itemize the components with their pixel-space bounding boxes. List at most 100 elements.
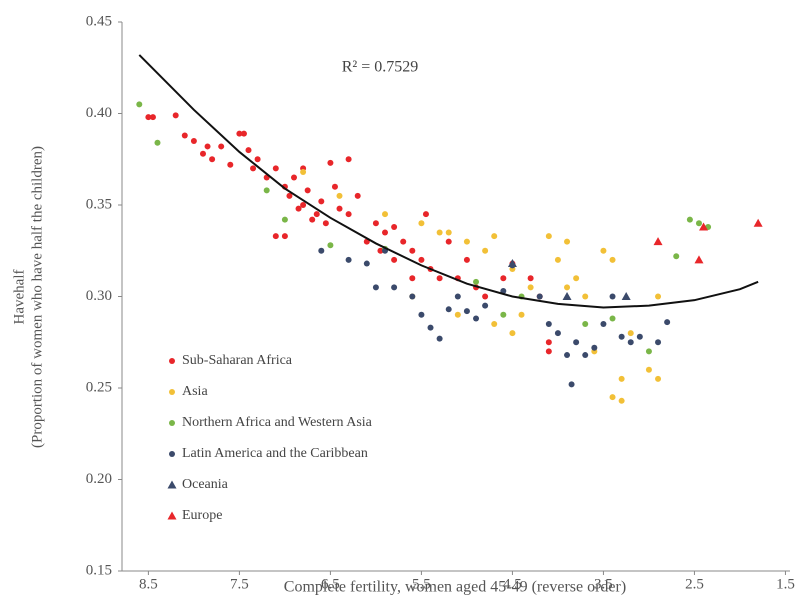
y-tick-label: 0.40 (86, 105, 112, 121)
data-point (345, 156, 352, 163)
data-point (218, 143, 225, 150)
y-axis-label: (Proportion of women who have half the c… (29, 146, 45, 448)
data-point (240, 130, 247, 137)
data-point (436, 335, 443, 342)
data-point (363, 260, 370, 267)
data-point (336, 192, 343, 199)
legend-marker (169, 358, 175, 364)
y-tick-label: 0.15 (86, 562, 112, 578)
data-point (562, 292, 572, 300)
data-point (655, 375, 662, 382)
data-point (609, 394, 616, 401)
data-point (573, 275, 580, 282)
legend-marker (167, 511, 177, 520)
data-point (372, 220, 379, 227)
trendline (138, 54, 759, 309)
data-point (227, 161, 234, 168)
data-point (454, 293, 461, 300)
data-point (309, 216, 316, 223)
x-tick-label: 5.5 (412, 576, 431, 592)
data-point (322, 220, 329, 227)
data-point (473, 278, 480, 285)
data-point (645, 366, 652, 373)
data-point (609, 293, 616, 300)
data-point (753, 218, 763, 227)
data-point (482, 302, 489, 309)
x-tick-label: 6.5 (321, 576, 340, 592)
data-point (418, 311, 425, 318)
data-point (409, 293, 416, 300)
data-point (621, 292, 631, 300)
data-point (190, 137, 197, 144)
data-point (391, 256, 398, 263)
data-point (427, 324, 434, 331)
data-point (636, 333, 643, 340)
legend-label: Sub-Saharan Africa (182, 353, 293, 368)
data-point (554, 256, 561, 263)
x-tick-label: 7.5 (230, 576, 249, 592)
data-point (136, 101, 143, 108)
data-point (500, 311, 507, 318)
data-point (645, 348, 652, 355)
data-point (250, 165, 257, 172)
data-point (568, 381, 575, 388)
data-point (673, 253, 680, 260)
data-point (686, 216, 693, 223)
data-point (295, 205, 302, 212)
data-point (536, 293, 543, 300)
y-tick-label: 0.25 (86, 379, 112, 395)
data-point (400, 238, 407, 245)
data-point (181, 132, 188, 139)
data-point (286, 192, 293, 199)
data-point (291, 174, 298, 181)
data-point (591, 344, 598, 351)
x-tick-label: 3.5 (594, 576, 613, 592)
data-point (254, 156, 261, 163)
data-point (454, 311, 461, 318)
data-point (436, 275, 443, 282)
data-point (545, 233, 552, 240)
data-point (545, 348, 552, 355)
data-point (149, 114, 156, 121)
x-axis-label: Complete fertility, women aged 45-49 (re… (284, 579, 626, 596)
y-tick-label: 0.45 (86, 13, 112, 29)
data-point (527, 275, 534, 282)
data-point (336, 205, 343, 212)
data-point (318, 247, 325, 254)
data-point (609, 315, 616, 322)
data-point (172, 112, 179, 119)
x-tick-label: 4.5 (503, 576, 522, 592)
data-point (627, 339, 634, 346)
data-point (482, 293, 489, 300)
data-point (527, 284, 534, 291)
legend-marker (169, 389, 175, 395)
data-point (304, 187, 311, 194)
data-point (509, 330, 516, 337)
data-point (564, 284, 571, 291)
data-point (545, 320, 552, 327)
data-point (482, 247, 489, 254)
data-point (600, 320, 607, 327)
data-point (272, 165, 279, 172)
data-point (382, 229, 389, 236)
y-tick-label: 0.35 (86, 196, 112, 212)
data-point (664, 319, 671, 326)
data-point (653, 237, 663, 246)
data-point (445, 229, 452, 236)
data-point (145, 114, 152, 121)
data-point (699, 222, 709, 231)
data-point (327, 159, 334, 166)
data-point (245, 147, 252, 154)
x-tick-label: 2.5 (685, 576, 704, 592)
data-point (263, 187, 270, 194)
legend-label: Oceania (182, 477, 229, 492)
data-point (573, 339, 580, 346)
data-point (391, 284, 398, 291)
data-point (618, 333, 625, 340)
data-point (564, 238, 571, 245)
x-tick-label: 8.5 (139, 576, 158, 592)
data-point (199, 150, 206, 157)
data-point (582, 293, 589, 300)
data-point (507, 259, 517, 268)
y-tick-label: 0.20 (86, 471, 112, 487)
